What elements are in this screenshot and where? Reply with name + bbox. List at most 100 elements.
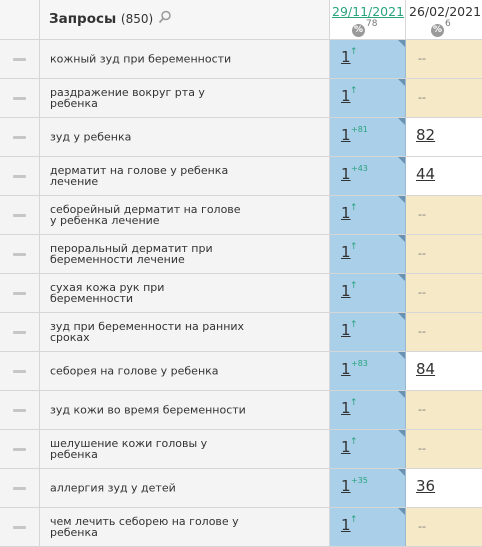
query-text: себорея на голове у ребенка: [50, 364, 219, 378]
position-current-cell: 1 +83: [330, 352, 406, 390]
minus-icon[interactable]: [13, 214, 26, 217]
position-previous-cell: 44: [406, 157, 482, 195]
position-current-value[interactable]: 1: [341, 360, 351, 378]
table-row: аллергия зуд у детей 1 +35 36: [0, 469, 482, 508]
query-cell: шелушение кожи головы у ребенка: [40, 430, 330, 468]
position-previous-value[interactable]: 44: [416, 165, 436, 183]
corner-marker-icon: [398, 40, 405, 47]
minus-icon[interactable]: [13, 370, 26, 373]
percent-icon: %: [431, 24, 444, 37]
corner-marker-icon: [398, 430, 405, 437]
query-text: зуд кожи во время беременности: [50, 403, 246, 417]
minus-icon[interactable]: [13, 136, 26, 139]
position-current-value[interactable]: 1: [341, 399, 351, 417]
corner-marker-icon: [398, 391, 405, 398]
table-row: зуд у ребенка 1 +81 82: [0, 118, 482, 157]
position-delta: +35: [351, 476, 368, 485]
position-previous-cell: 82: [406, 118, 482, 156]
position-previous-cell: --: [406, 79, 482, 117]
query-text: зуд при беременности на ранних сроках: [50, 320, 245, 344]
position-current-cell: 1 ↑: [330, 391, 406, 429]
table-header: Запросы (850) 29/11/2021 % 78 26/02/2021…: [0, 0, 482, 40]
table-row: чем лечить себорею на голове у ребенка 1 ↑…: [0, 508, 482, 547]
minus-icon[interactable]: [13, 331, 26, 334]
minus-icon[interactable]: [13, 526, 26, 529]
up-arrow-icon: ↑: [350, 47, 358, 57]
table-row: зуд кожи во время беременности 1 ↑ --: [0, 391, 482, 430]
position-previous-value[interactable]: 84: [416, 360, 436, 378]
position-previous-cell: --: [406, 235, 482, 273]
position-current-cell: 1 ↑: [330, 40, 406, 78]
position-previous-value: --: [418, 247, 426, 260]
row-minus-cell: [0, 313, 40, 351]
position-previous-cell: 84: [406, 352, 482, 390]
row-minus-cell: [0, 469, 40, 507]
query-cell: дерматит на голове у ребенка лечение: [40, 157, 330, 195]
row-minus-cell: [0, 391, 40, 429]
position-previous-value: --: [418, 208, 426, 221]
minus-icon[interactable]: [13, 487, 26, 490]
query-text: чем лечить себорею на голове у ребенка: [50, 515, 239, 539]
queries-title: Запросы (850): [49, 11, 153, 27]
corner-marker-icon: [398, 352, 405, 359]
minus-icon[interactable]: [13, 292, 26, 295]
position-current-value[interactable]: 1: [341, 516, 351, 534]
minus-icon[interactable]: [13, 97, 26, 100]
query-text: шелушение кожи головы у ребенка: [50, 437, 208, 461]
row-minus-cell: [0, 235, 40, 273]
position-previous-cell: --: [406, 274, 482, 312]
percent-icon: %: [352, 24, 365, 37]
table-row: раздражение вокруг рта у ребенка 1 ↑ --: [0, 79, 482, 118]
up-arrow-icon: ↑: [350, 86, 358, 96]
position-current-value[interactable]: 1: [341, 282, 351, 300]
table-row: зуд при беременности на ранних сроках 1 ↑ -…: [0, 313, 482, 352]
query-cell: себорея на голове у ребенка: [40, 352, 330, 390]
position-current-value[interactable]: 1: [341, 165, 351, 183]
search-icon[interactable]: [158, 10, 172, 24]
table-row: себорейный дерматит на голове у ребенка …: [0, 196, 482, 235]
query-cell: аллергия зуд у детей: [40, 469, 330, 507]
row-minus-cell: [0, 157, 40, 195]
minus-icon[interactable]: [13, 253, 26, 256]
date1-link[interactable]: 29/11/2021: [332, 4, 405, 19]
position-previous-cell: 36: [406, 469, 482, 507]
position-current-value[interactable]: 1: [341, 438, 351, 456]
query-cell: пероральный дерматит при беременности ле…: [40, 235, 330, 273]
header-query-cell: Запросы (850): [40, 0, 330, 39]
position-current-value[interactable]: 1: [341, 204, 351, 222]
date2-label[interactable]: 26/02/2021: [409, 4, 482, 19]
query-text: аллергия зуд у детей: [50, 481, 176, 495]
table-row: себорея на голове у ребенка 1 +83 84: [0, 352, 482, 391]
query-text: дерматит на голове у ребенка лечение: [50, 164, 229, 188]
corner-marker-icon: [398, 235, 405, 242]
position-previous-cell: --: [406, 40, 482, 78]
position-delta: +81: [351, 125, 368, 134]
position-current-value[interactable]: 1: [341, 477, 351, 495]
query-cell: сухая кожа рук при беременности: [40, 274, 330, 312]
query-cell: раздражение вокруг рта у ребенка: [40, 79, 330, 117]
position-current-value[interactable]: 1: [341, 87, 351, 105]
position-current-value[interactable]: 1: [341, 321, 351, 339]
corner-marker-icon: [398, 313, 405, 320]
position-delta: +83: [351, 359, 368, 368]
minus-icon[interactable]: [13, 58, 26, 61]
header-minus-cell: [0, 0, 40, 39]
corner-marker-icon: [398, 118, 405, 125]
minus-icon[interactable]: [13, 448, 26, 451]
minus-icon[interactable]: [13, 409, 26, 412]
position-current-value[interactable]: 1: [341, 48, 351, 66]
position-current-cell: 1 ↑: [330, 79, 406, 117]
position-current-cell: 1 ↑: [330, 196, 406, 234]
position-previous-value: --: [418, 403, 426, 416]
position-current-value[interactable]: 1: [341, 126, 351, 144]
corner-marker-icon: [398, 469, 405, 476]
position-previous-value[interactable]: 36: [416, 477, 436, 495]
position-current-cell: 1 ↑: [330, 313, 406, 351]
query-cell: зуд у ребенка: [40, 118, 330, 156]
query-cell: зуд кожи во время беременности: [40, 391, 330, 429]
position-current-value[interactable]: 1: [341, 243, 351, 261]
position-previous-value[interactable]: 82: [416, 126, 436, 144]
minus-icon[interactable]: [13, 175, 26, 178]
corner-marker-icon: [398, 157, 405, 164]
query-text: раздражение вокруг рта у ребенка: [50, 86, 205, 110]
